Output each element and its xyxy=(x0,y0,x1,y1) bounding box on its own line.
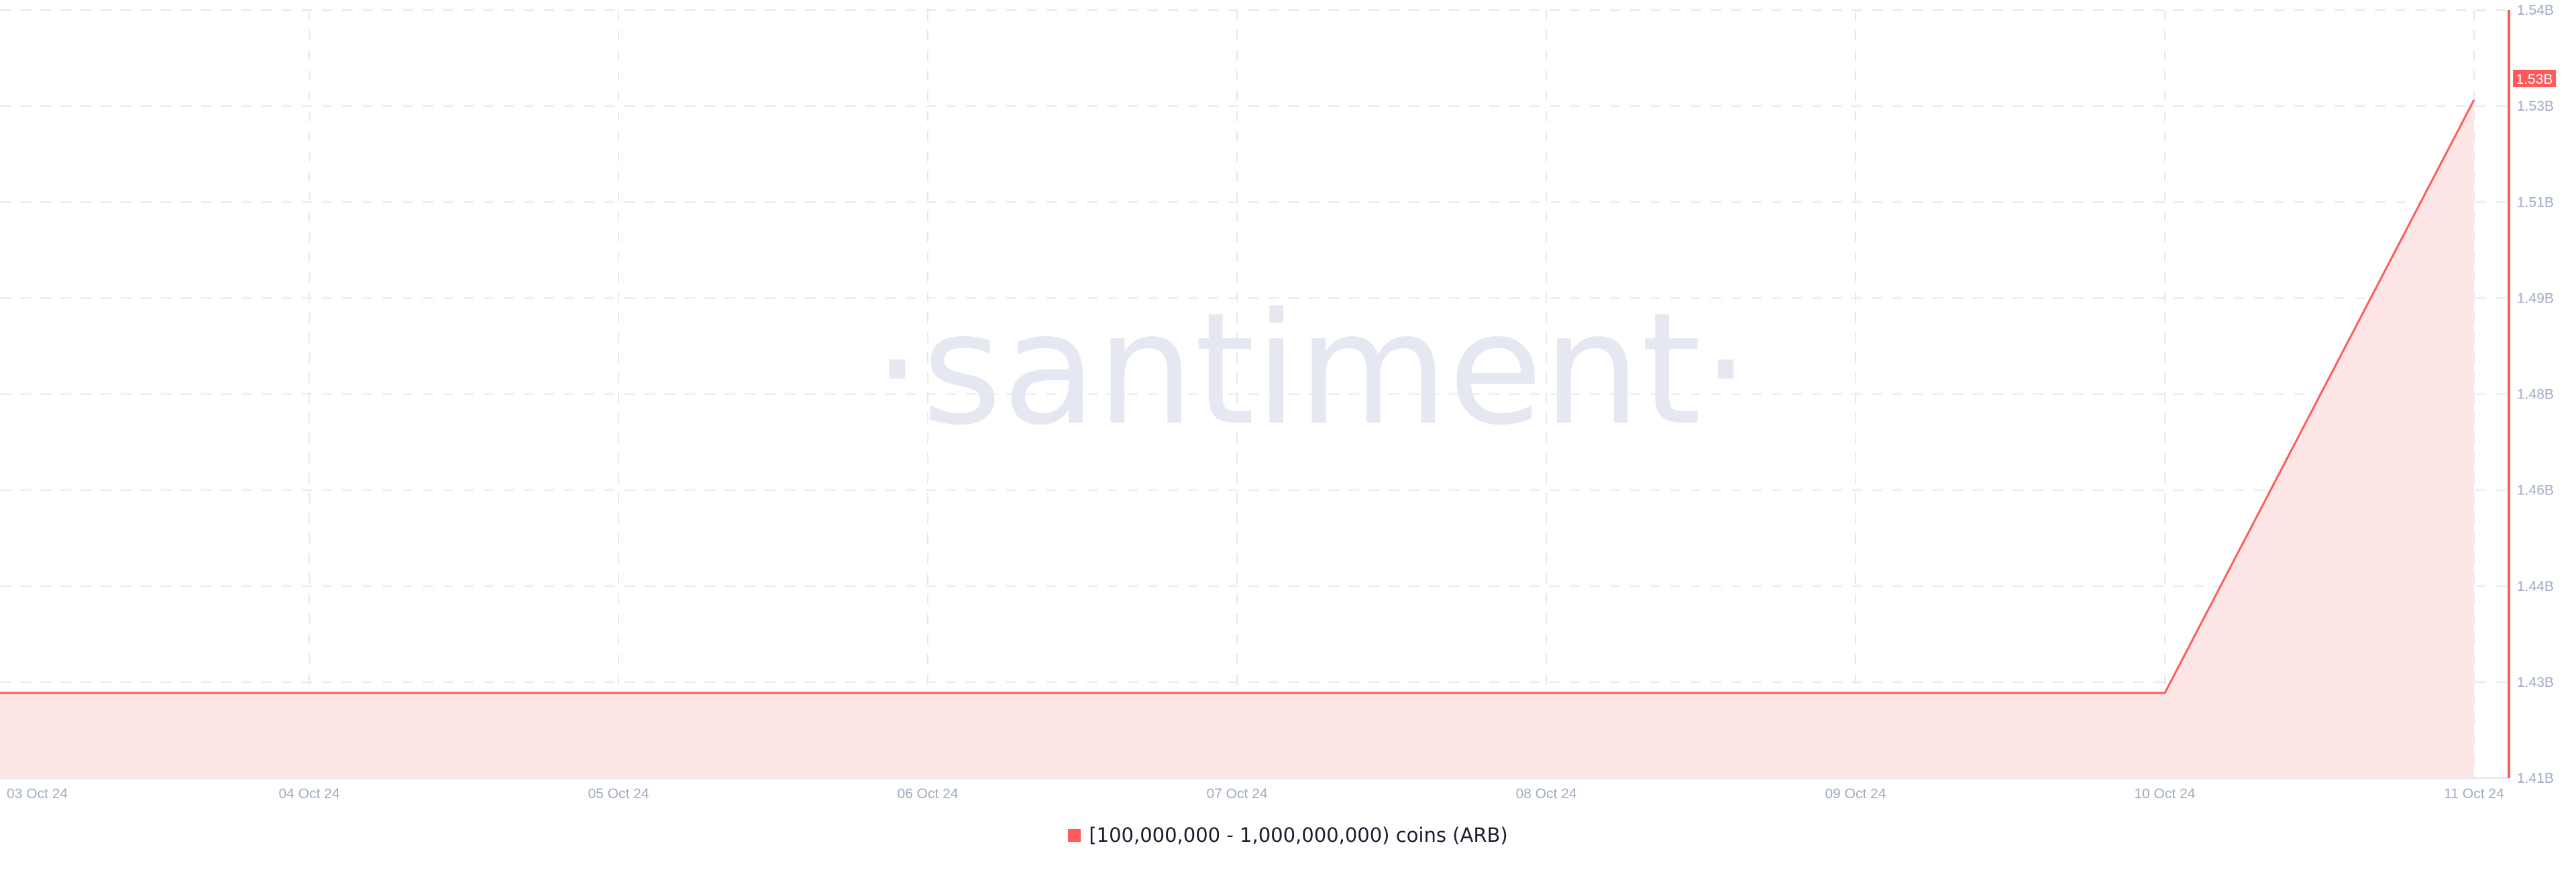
x-tick-label: 05 Oct 24 xyxy=(588,786,649,802)
y-tick-label: 1.49B xyxy=(2517,290,2554,306)
x-tick-label: 10 Oct 24 xyxy=(2134,786,2195,802)
y-tick-label: 1.43B xyxy=(2517,675,2554,690)
axes: 1.54B 1.53B 1.51B 1.49B 1.48B 1.46B 1.44B 1.43B… xyxy=(0,3,2556,802)
y-tick-label: 1.46B xyxy=(2517,483,2554,498)
y-tick-label: 1.41B xyxy=(2517,771,2554,786)
series-line xyxy=(0,99,2475,694)
x-tick-label: 06 Oct 24 xyxy=(897,786,958,802)
x-tick-label: 11 Oct 24 xyxy=(2444,786,2504,802)
x-tick-label: 03 Oct 24 xyxy=(7,786,68,802)
grid xyxy=(0,9,2509,779)
series-area xyxy=(0,99,2474,778)
y-tick-label: 1.54B xyxy=(2517,3,2554,18)
current-value-label: 1.53B xyxy=(2516,72,2553,87)
x-tick-label: 04 Oct 24 xyxy=(278,786,339,802)
x-tick-label: 07 Oct 24 xyxy=(1206,786,1267,802)
y-tick-label: 1.51B xyxy=(2517,195,2554,210)
legend-label: [100,000,000 - 1,000,000,000) coins (ARB… xyxy=(1089,824,1508,847)
current-value-badge xyxy=(2513,70,2556,87)
series-layer xyxy=(0,99,2475,778)
watermark-logo: ·santiment· xyxy=(873,280,1750,459)
y-tick-label: 1.48B xyxy=(2517,387,2554,402)
x-tick-label: 09 Oct 24 xyxy=(1825,786,1886,802)
y-tick-label: 1.44B xyxy=(2517,579,2554,594)
legend[interactable]: [100,000,000 - 1,000,000,000) coins (ARB… xyxy=(0,824,2576,847)
legend-swatch xyxy=(1068,828,1081,842)
y-tick-label: 1.53B xyxy=(2517,99,2554,114)
x-tick-label: 08 Oct 24 xyxy=(1515,786,1576,802)
